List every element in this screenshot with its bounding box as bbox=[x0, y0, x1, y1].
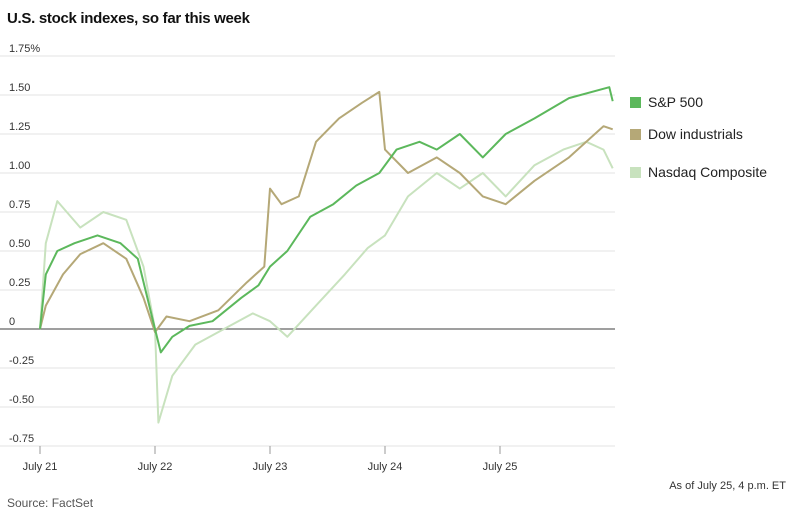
as-of-note: As of July 25, 4 p.m. ET bbox=[669, 480, 786, 492]
y-tick-label: -0.75 bbox=[9, 433, 34, 445]
y-tick-label: 1.00 bbox=[9, 160, 30, 172]
series-lines bbox=[39, 86, 614, 424]
legend-swatch bbox=[630, 167, 641, 178]
source-note: Source: FactSet bbox=[7, 496, 94, 510]
y-tick-label: 1.25 bbox=[9, 121, 30, 133]
legend-item: S&P 500 bbox=[630, 94, 703, 110]
legend-swatch bbox=[630, 97, 641, 108]
legend-label: Nasdaq Composite bbox=[648, 164, 768, 180]
y-tick-label: 0.25 bbox=[9, 277, 30, 289]
x-tick-label: July 25 bbox=[483, 461, 518, 473]
series-line-dow-industrials bbox=[39, 90, 614, 334]
x-tick-label: July 22 bbox=[138, 461, 173, 473]
gridlines bbox=[0, 55, 615, 447]
series-line-s-p-500 bbox=[39, 86, 614, 354]
x-tick-label: July 23 bbox=[253, 461, 288, 473]
y-tick-label: -0.50 bbox=[9, 394, 34, 406]
legend-label: Dow industrials bbox=[648, 126, 743, 142]
x-tick-label: July 24 bbox=[368, 461, 403, 473]
series-line-nasdaq-composite bbox=[39, 140, 614, 424]
y-tick-label: 0 bbox=[9, 316, 15, 328]
x-axis-ticks: July 21 July 22 July 23 July 24 July 25 bbox=[23, 446, 518, 473]
y-tick-label: -0.25 bbox=[9, 355, 34, 367]
x-tick-label: July 21 bbox=[23, 461, 58, 473]
y-tick-label: 1.75% bbox=[9, 43, 40, 55]
chart-title: U.S. stock indexes, so far this week bbox=[7, 10, 250, 27]
y-tick-label: 0.50 bbox=[9, 238, 30, 250]
y-tick-label: 0.75 bbox=[9, 199, 30, 211]
y-axis-ticks: 1.75% 1.50 1.25 1.00 0.75 0.50 0.25 0 -0.25 -0.50… bbox=[9, 43, 40, 445]
legend-item: Nasdaq Composite bbox=[630, 164, 767, 180]
legend-label: S&P 500 bbox=[648, 94, 704, 110]
y-tick-label: 1.50 bbox=[9, 82, 30, 94]
legend-swatch bbox=[630, 129, 641, 140]
legend-item: Dow industrials bbox=[630, 126, 743, 142]
